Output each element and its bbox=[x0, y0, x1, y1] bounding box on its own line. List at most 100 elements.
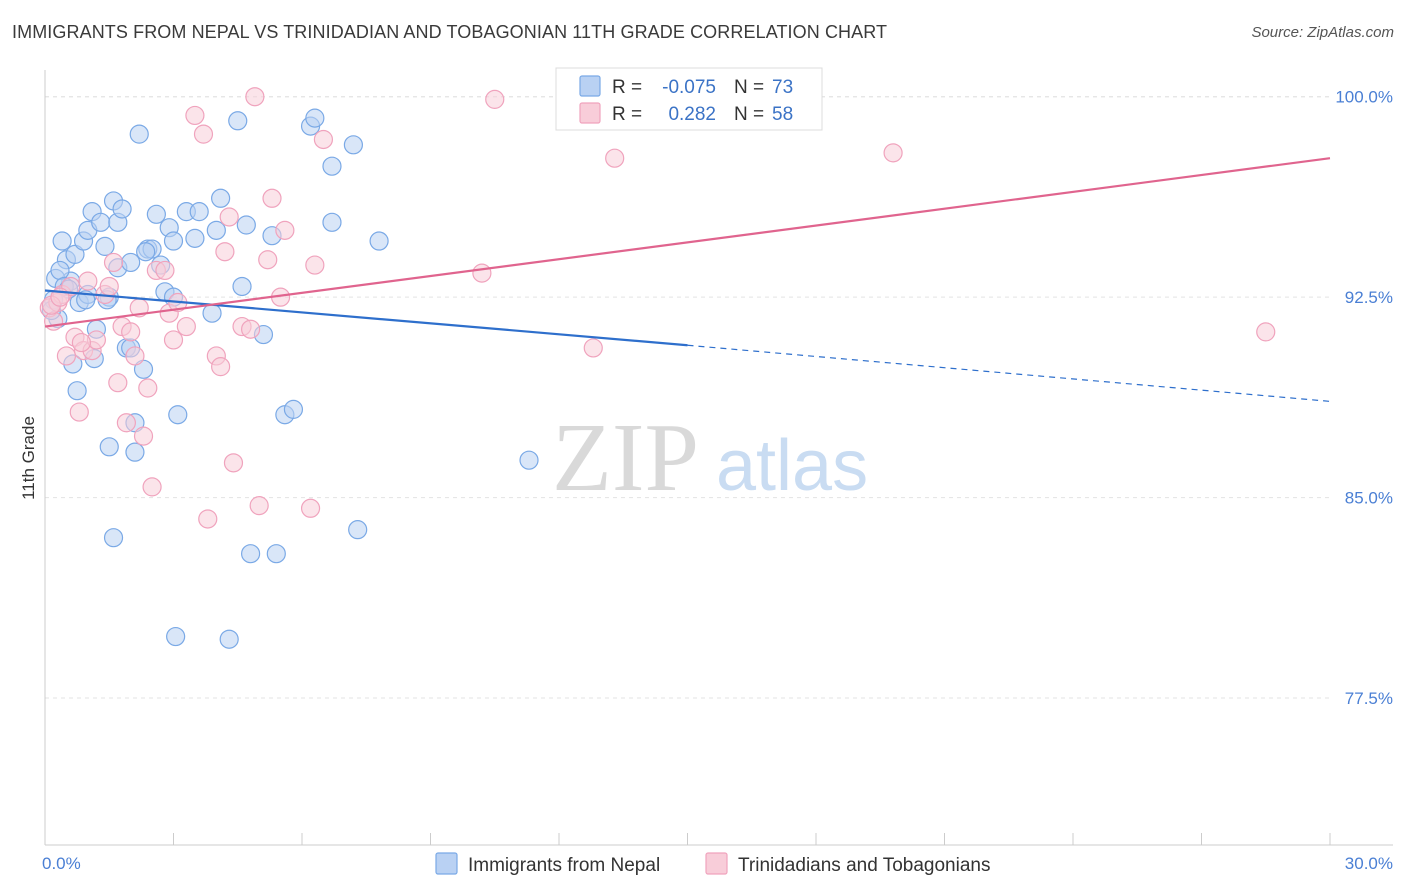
x-tick-label-0: 0.0% bbox=[42, 854, 81, 873]
point-1-21 bbox=[133, 426, 154, 446]
point-1-49 bbox=[472, 263, 492, 283]
point-0-65 bbox=[103, 528, 124, 548]
point-1-35 bbox=[215, 242, 235, 262]
legend-label-trinidad: Trinidadians and Tobagonians bbox=[738, 855, 990, 876]
point-0-19 bbox=[112, 199, 132, 219]
point-0-50 bbox=[305, 108, 325, 128]
series-legend: Immigrants from Nepal Trinidadians and T… bbox=[435, 852, 990, 876]
point-0-55 bbox=[519, 450, 539, 470]
stats-legend-swatch-nepal bbox=[579, 75, 601, 97]
point-0-26 bbox=[133, 359, 154, 379]
watermark: ZIP atlas bbox=[552, 404, 868, 512]
point-0-5 bbox=[65, 244, 85, 264]
watermark-zip: ZIP bbox=[552, 404, 699, 512]
point-1-47 bbox=[305, 255, 325, 275]
point-1-45 bbox=[275, 220, 295, 240]
trend-line-1 bbox=[44, 157, 1331, 328]
point-0-43 bbox=[232, 276, 252, 297]
point-0-70 bbox=[348, 520, 368, 540]
point-1-18 bbox=[121, 322, 141, 342]
point-1-29 bbox=[176, 316, 196, 337]
point-1-19 bbox=[125, 346, 145, 366]
stats-r-value-trinidad: 0.282 bbox=[668, 104, 716, 125]
point-0-58 bbox=[50, 260, 70, 281]
point-1-54 bbox=[1256, 322, 1276, 342]
point-1-15 bbox=[108, 373, 128, 393]
trend-lines bbox=[44, 157, 1331, 402]
x-tick-labels: 0.0% 30.0% bbox=[42, 854, 1393, 873]
point-0-68 bbox=[241, 544, 261, 564]
point-0-29 bbox=[146, 204, 166, 224]
point-1-53 bbox=[883, 143, 903, 163]
point-1-46 bbox=[300, 498, 321, 518]
y-tick-label-0: 100.0% bbox=[1335, 88, 1393, 107]
point-0-33 bbox=[163, 231, 184, 251]
point-1-14 bbox=[103, 252, 124, 273]
point-0-62 bbox=[67, 381, 87, 401]
point-1-17 bbox=[116, 413, 136, 433]
point-0-66 bbox=[166, 626, 186, 647]
point-0-40 bbox=[206, 220, 226, 240]
legend-swatch-nepal bbox=[435, 852, 458, 875]
point-0-38 bbox=[189, 202, 209, 222]
point-1-34 bbox=[211, 357, 231, 377]
point-1-43 bbox=[262, 188, 282, 208]
point-0-25 bbox=[129, 124, 149, 144]
point-1-9 bbox=[78, 271, 98, 291]
trend-line-0 bbox=[44, 289, 688, 347]
stats-n-value-trinidad: 58 bbox=[772, 104, 793, 125]
point-1-57 bbox=[71, 332, 92, 353]
stats-n-value-nepal: 73 bbox=[772, 77, 793, 98]
point-0-41 bbox=[211, 188, 231, 208]
point-1-4 bbox=[56, 346, 77, 366]
scatter-points bbox=[39, 87, 1276, 649]
point-0-48 bbox=[283, 399, 304, 419]
point-1-22 bbox=[138, 378, 158, 398]
y-tick-label-3: 77.5% bbox=[1345, 689, 1393, 708]
stats-r-label-nepal: R = bbox=[612, 77, 642, 98]
y-tick-labels: 100.0% 92.5% 85.0% 77.5% bbox=[1335, 88, 1393, 708]
stats-r-label-trinidad: R = bbox=[612, 104, 642, 125]
stats-n-label-nepal: N = bbox=[734, 77, 764, 98]
point-1-48 bbox=[313, 129, 334, 150]
point-1-40 bbox=[245, 87, 265, 107]
gridlines bbox=[45, 96, 1330, 699]
stats-n-label-trinidad: N = bbox=[734, 104, 764, 125]
point-1-30 bbox=[185, 105, 205, 126]
point-1-25 bbox=[155, 260, 175, 281]
point-0-42 bbox=[228, 111, 248, 131]
y-tick-label-1: 92.5% bbox=[1345, 288, 1393, 307]
source-label: Source: ZipAtlas.com bbox=[1251, 24, 1394, 41]
point-1-52 bbox=[605, 148, 625, 168]
y-axis-label: 11th Grade bbox=[19, 416, 38, 500]
point-1-1 bbox=[43, 311, 64, 331]
legend-label-nepal: Immigrants from Nepal bbox=[468, 855, 660, 876]
point-0-54 bbox=[369, 231, 389, 251]
point-0-21 bbox=[121, 252, 141, 273]
point-0-69 bbox=[266, 544, 286, 564]
point-0-52 bbox=[322, 212, 342, 232]
point-0-67 bbox=[219, 629, 239, 649]
axes bbox=[44, 70, 1393, 846]
stats-legend: R = -0.075 N = 73 R = 0.282 N = 58 bbox=[555, 67, 823, 131]
trend-line-dashed-0 bbox=[687, 344, 1331, 402]
point-0-72 bbox=[136, 242, 156, 262]
point-0-39 bbox=[202, 303, 222, 323]
point-1-23 bbox=[142, 477, 162, 497]
point-0-35 bbox=[168, 405, 188, 425]
point-1-37 bbox=[223, 453, 244, 473]
point-1-39 bbox=[241, 319, 261, 339]
point-0-12 bbox=[91, 212, 111, 232]
point-1-36 bbox=[219, 207, 239, 227]
stats-r-value-nepal: -0.075 bbox=[662, 77, 716, 98]
y-tick-label-2: 85.0% bbox=[1345, 489, 1393, 508]
series-points-1 bbox=[39, 87, 1276, 529]
chart-title: IMMIGRANTS FROM NEPAL VS TRINIDADIAN AND… bbox=[12, 22, 888, 42]
watermark-atlas: atlas bbox=[716, 426, 868, 506]
point-1-31 bbox=[193, 124, 214, 144]
point-0-24 bbox=[125, 442, 145, 462]
point-0-2 bbox=[52, 231, 72, 251]
legend-swatch-trinidad bbox=[705, 852, 728, 875]
point-0-37 bbox=[185, 228, 205, 248]
point-1-51 bbox=[583, 338, 603, 358]
